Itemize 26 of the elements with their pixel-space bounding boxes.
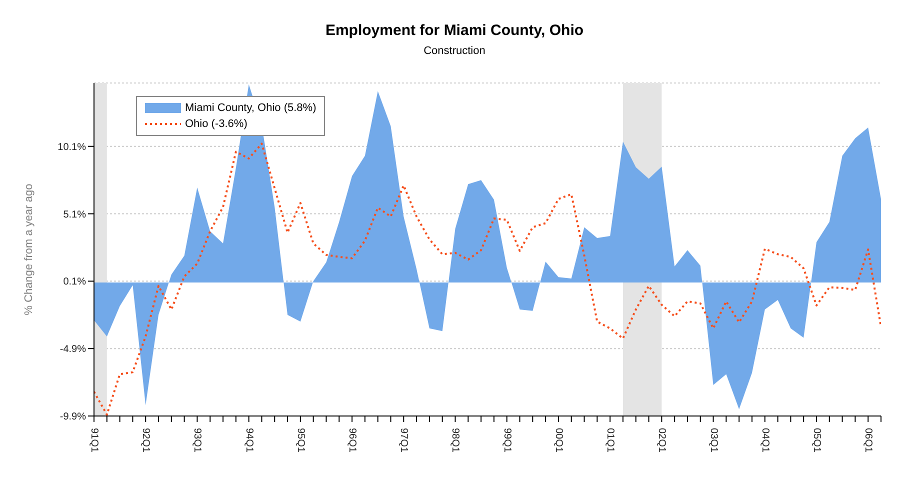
x-tick-label: 93Q1 [192,428,203,453]
x-tick-label: 91Q1 [88,428,100,453]
y-tick-label: 0.1% [63,276,86,288]
x-tick-label: 00Q1 [552,428,564,453]
chart-title: Employment for Miami County, Ohio [324,22,585,39]
x-tick-label: 96Q1 [346,428,358,453]
y-axis-title: % Change from a year ago [22,184,35,316]
x-tick-label: 05Q1 [810,428,822,453]
y-tick-label: 10.1% [58,142,86,153]
x-tick-label: 01Q1 [604,428,616,453]
y-tick-label: -4.9% [60,344,86,356]
legend-label: Ohio (-3.6%) [185,118,248,130]
x-tick-label: 94Q1 [243,428,254,453]
x-tick-label: 03Q1 [708,428,719,453]
legend-label: Miami County, Ohio (5.8%) [185,102,316,114]
x-tick-label: 97Q1 [398,428,410,453]
x-tick-label: 02Q1 [656,428,668,453]
x-tick-label: 98Q1 [450,428,461,453]
x-tick-label: 95Q1 [294,428,306,453]
x-tick-label: 92Q1 [140,428,152,453]
y-tick-label: 5.1% [63,209,86,220]
x-tick-label: 04Q1 [759,428,770,453]
chart-subtitle: Construction [422,45,486,57]
x-tick-label: 06Q1 [862,428,874,453]
y-tick-label: -9.9% [60,412,86,423]
x-tick-label: 99Q1 [501,428,512,453]
